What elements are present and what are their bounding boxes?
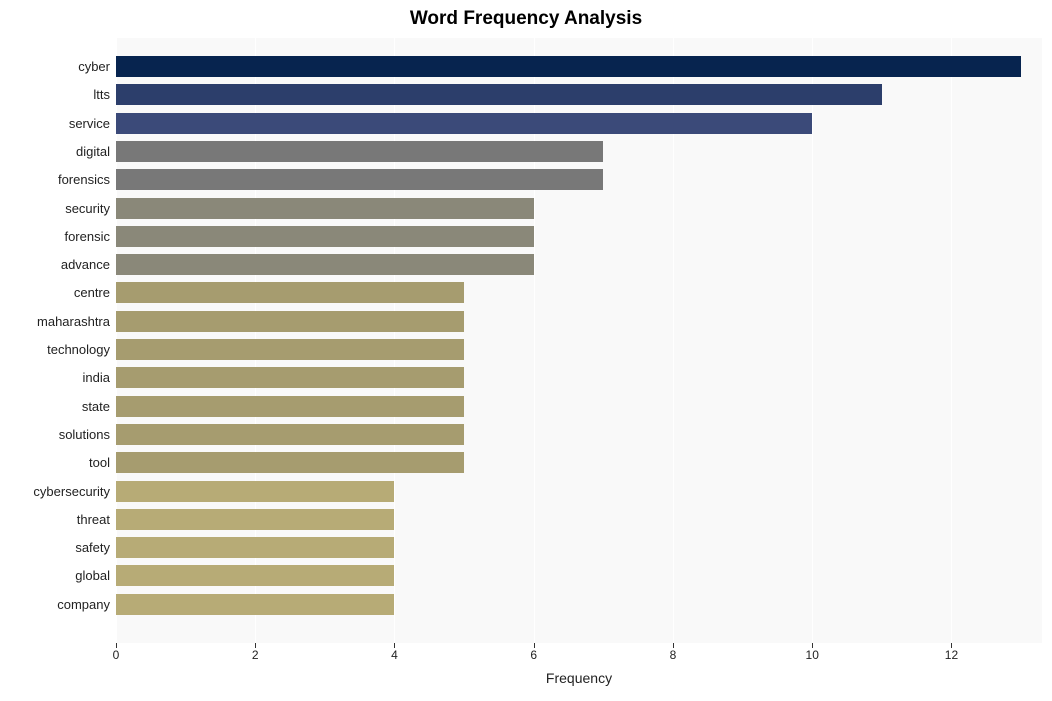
bar-rect [116, 84, 882, 105]
y-tick-label: digital [0, 141, 110, 162]
bar-rect [116, 537, 394, 558]
x-tick-label: 12 [936, 648, 966, 662]
y-tick-label: safety [0, 537, 110, 558]
bar-rect [116, 481, 394, 502]
bar [116, 509, 394, 530]
y-tick-label: threat [0, 509, 110, 530]
bar [116, 141, 603, 162]
bar-rect [116, 452, 464, 473]
bar [116, 226, 534, 247]
x-tick-label: 0 [101, 648, 131, 662]
x-tick-label: 8 [658, 648, 688, 662]
x-tick-label: 2 [240, 648, 270, 662]
bar [116, 84, 882, 105]
y-tick-label: service [0, 113, 110, 134]
bar [116, 339, 464, 360]
bar-rect [116, 424, 464, 445]
x-tick-label: 4 [379, 648, 409, 662]
y-tick-label: technology [0, 339, 110, 360]
word-frequency-chart: Word Frequency Analysis Frequency 0 2 4 6 8 1… [0, 0, 1052, 701]
chart-title: Word Frequency Analysis [0, 8, 1052, 30]
bar [116, 254, 534, 275]
bar-rect [116, 113, 812, 134]
bar [116, 565, 394, 586]
y-tick-label: centre [0, 282, 110, 303]
bar-rect [116, 141, 603, 162]
bar [116, 367, 464, 388]
y-tick-label: state [0, 396, 110, 417]
bar-rect [116, 282, 464, 303]
bar-rect [116, 565, 394, 586]
y-tick-label: forensic [0, 226, 110, 247]
bar-rect [116, 254, 534, 275]
bar [116, 594, 394, 615]
bar-rect [116, 396, 464, 417]
y-tick-label: maharashtra [0, 311, 110, 332]
bar-rect [116, 367, 464, 388]
y-tick-label: security [0, 198, 110, 219]
bar-rect [116, 226, 534, 247]
bar [116, 396, 464, 417]
bar-rect [116, 509, 394, 530]
bar-rect [116, 198, 534, 219]
y-tick-label: india [0, 367, 110, 388]
y-tick-label: cyber [0, 56, 110, 77]
gridline [812, 38, 813, 643]
y-tick-label: global [0, 565, 110, 586]
x-axis-label: Frequency [116, 670, 1042, 686]
bar [116, 424, 464, 445]
y-tick-label: cybersecurity [0, 481, 110, 502]
bar [116, 169, 603, 190]
bar-rect [116, 56, 1021, 77]
bar [116, 56, 1021, 77]
y-tick-label: forensics [0, 169, 110, 190]
bar [116, 113, 812, 134]
bar-rect [116, 311, 464, 332]
bar [116, 481, 394, 502]
y-tick-label: company [0, 594, 110, 615]
y-tick-label: solutions [0, 424, 110, 445]
bar-rect [116, 594, 394, 615]
bar [116, 198, 534, 219]
x-tick-label: 6 [519, 648, 549, 662]
gridline [951, 38, 952, 643]
y-tick-label: tool [0, 452, 110, 473]
bar-rect [116, 339, 464, 360]
bar [116, 537, 394, 558]
bar [116, 282, 464, 303]
y-tick-label: ltts [0, 84, 110, 105]
bar [116, 311, 464, 332]
bar-rect [116, 169, 603, 190]
bar [116, 452, 464, 473]
y-tick-label: advance [0, 254, 110, 275]
x-tick-label: 10 [797, 648, 827, 662]
